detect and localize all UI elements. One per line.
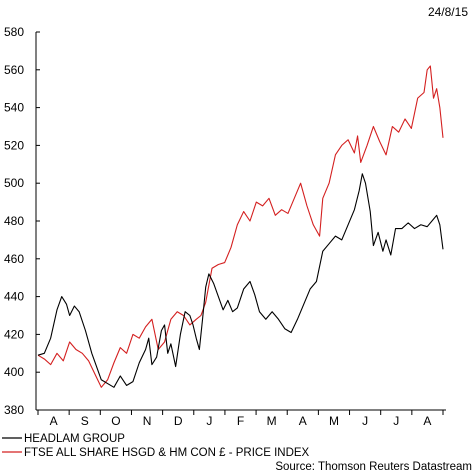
x-tick-label: M (329, 414, 339, 428)
y-axis: 380 400 420 440 460 480 500 520 540 560 580 (4, 25, 40, 417)
y-tick-label: 520 (4, 138, 24, 152)
series-line-ftse (37, 65, 444, 388)
series-line-headlam (37, 173, 444, 388)
x-tick-label: A (423, 414, 431, 428)
y-tick-label: 540 (4, 101, 24, 115)
y-tick-label: 420 (4, 327, 24, 341)
x-tick-label: J (393, 414, 399, 428)
x-tick-label: F (237, 414, 244, 428)
x-tick-label: N (143, 414, 152, 428)
x-tick-label: M (267, 414, 277, 428)
legend-label-ftse: FTSE ALL SHARE HSGD & HM CON £ - PRICE I… (24, 447, 310, 459)
legend-item-headlam: HEADLAM GROUP (2, 433, 125, 445)
x-tick-label: D (174, 414, 183, 428)
series-layer (37, 65, 444, 388)
x-tick-label: S (81, 414, 89, 428)
x-tick-label: J (206, 414, 212, 428)
x-tick-label: A (50, 414, 58, 428)
y-tick-label: 580 (4, 25, 24, 39)
date-label: 24/8/15 (428, 5, 468, 19)
source-note: Source: Thomson Reuters Datastream (275, 461, 472, 473)
x-tick-label: O (111, 414, 120, 428)
legend-item-ftse: FTSE ALL SHARE HSGD & HM CON £ - PRICE I… (2, 447, 310, 459)
legend-label-headlam: HEADLAM GROUP (24, 433, 125, 445)
x-tick-label: A (299, 414, 307, 428)
y-tick-label: 460 (4, 252, 24, 266)
y-tick-label: 560 (4, 63, 24, 77)
y-tick-label: 440 (4, 290, 24, 304)
y-tick-label: 480 (4, 214, 24, 228)
x-tick-label: J (362, 414, 368, 428)
y-tick-label: 380 (4, 403, 24, 417)
y-tick-label: 500 (4, 176, 24, 190)
y-tick-label: 400 (4, 365, 24, 379)
legend: HEADLAM GROUP FTSE ALL SHARE HSGD & HM C… (2, 433, 310, 459)
